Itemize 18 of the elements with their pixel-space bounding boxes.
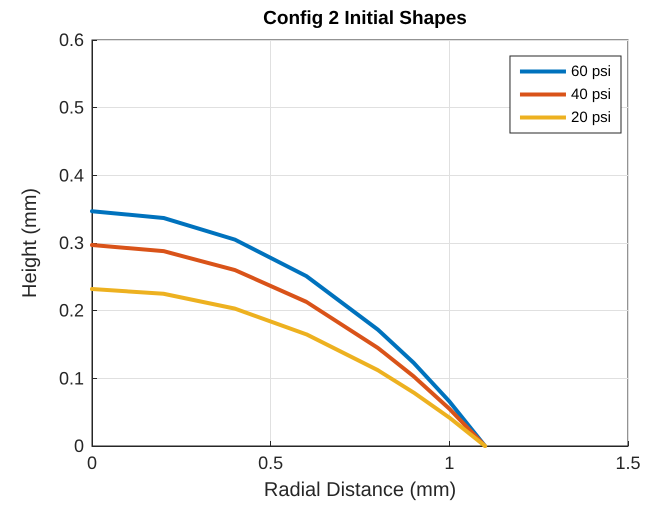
x-tick-label: 0.5 (258, 453, 284, 473)
legend-label: 20 psi (570, 109, 612, 126)
x-tick-label: 1.5 (615, 453, 641, 473)
y-tick-label: 0.2 (58, 300, 84, 321)
y-tick-label: 0.6 (58, 30, 84, 50)
y-axis-title: Height (mm) (19, 188, 41, 298)
y-tick-label: 0.4 (58, 165, 84, 186)
x-tick-label: 0 (86, 453, 98, 473)
line-series (90, 287, 488, 448)
legend-label: 40 psi (570, 86, 612, 103)
y-tick-label: 0.5 (58, 98, 84, 118)
legend-label: 60 psi (570, 63, 612, 80)
x-axis-title: Radial Distance (mm) (264, 479, 456, 501)
y-tick-label: 0.3 (58, 233, 84, 253)
x-tick-label: 1 (444, 453, 454, 473)
chart-title: Config 2 Initial Shapes (263, 8, 467, 29)
y-tick-label: 0 (74, 436, 84, 456)
y-tick-label: 0.1 (58, 368, 84, 388)
